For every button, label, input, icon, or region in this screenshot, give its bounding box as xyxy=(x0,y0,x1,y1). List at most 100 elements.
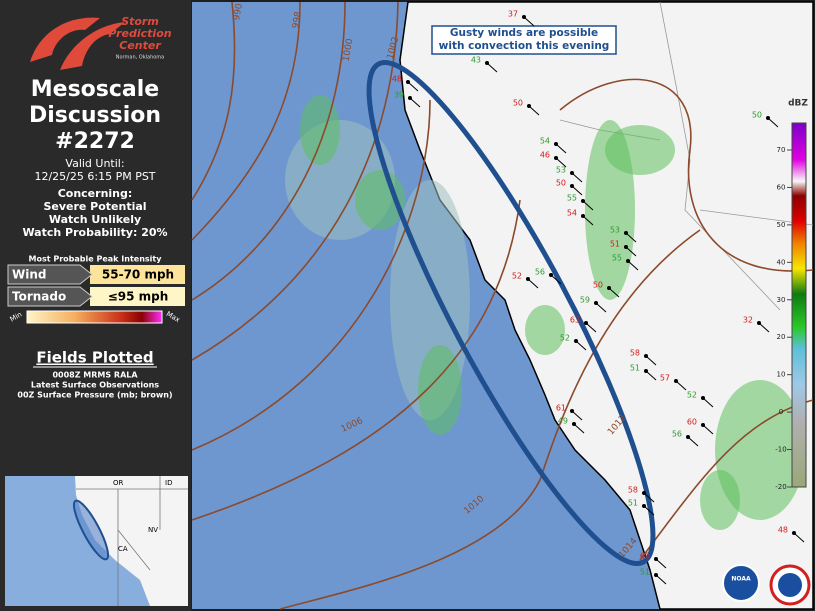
station xyxy=(792,531,796,535)
station-value: 50 xyxy=(752,111,762,120)
wind-barb xyxy=(767,117,779,128)
station-value: 63 xyxy=(570,316,580,325)
logo-mark xyxy=(30,17,125,70)
wind-tag xyxy=(7,264,93,285)
station xyxy=(626,259,630,263)
fields-heading: Fields Plotted xyxy=(36,349,153,367)
wind-barb xyxy=(582,200,594,211)
wind-barb xyxy=(675,380,687,391)
wind-barb xyxy=(643,505,655,516)
station-value: 58 xyxy=(628,486,638,495)
wind-barb xyxy=(409,97,421,108)
station xyxy=(408,96,412,100)
station xyxy=(581,199,585,203)
station-value: 56 xyxy=(535,268,545,277)
wind-barb xyxy=(486,62,498,73)
station-value: 53 xyxy=(556,166,566,175)
wind-barb xyxy=(573,423,585,434)
station-value: 60 xyxy=(640,552,650,561)
logo-location: Norman, Oklahoma xyxy=(116,55,165,61)
station xyxy=(554,156,558,160)
colorbar-label: 30 xyxy=(777,296,786,304)
station xyxy=(572,422,576,426)
noaa-logo: NOAA xyxy=(731,576,751,583)
station-value: 46 xyxy=(540,151,550,160)
colorbar-label: -20 xyxy=(775,483,786,491)
inset-label: OR xyxy=(113,479,124,487)
station xyxy=(642,491,646,495)
station-value: 59 xyxy=(580,296,590,305)
annotation: Gusty winds are possible xyxy=(450,27,598,39)
station-value: 50 xyxy=(513,99,523,108)
wind-barb xyxy=(595,302,607,313)
station-value: 51 xyxy=(640,568,650,577)
station xyxy=(686,435,690,439)
station-value: 39 xyxy=(394,91,404,100)
wind-barb xyxy=(793,532,805,543)
station xyxy=(570,184,574,188)
logo-text: Prediction xyxy=(108,27,171,40)
valid-time: 12/25/25 6:15 PM PST xyxy=(34,170,155,183)
station xyxy=(570,409,574,413)
tornado-tag xyxy=(7,286,93,307)
wind-barb xyxy=(550,274,562,285)
station-value: 56 xyxy=(672,430,682,439)
wind-barb xyxy=(555,143,567,154)
station-value: 48 xyxy=(778,526,788,535)
wind-label: Wind xyxy=(12,268,46,282)
station xyxy=(654,573,658,577)
wind-barb xyxy=(555,157,567,168)
wind-barb xyxy=(655,558,667,569)
wind-barb xyxy=(643,492,655,503)
wind-barb xyxy=(702,424,714,435)
station xyxy=(644,354,648,358)
station-value: 54 xyxy=(567,209,577,218)
wind-barb xyxy=(527,278,539,289)
annotation: with convection this evening xyxy=(439,40,610,52)
station xyxy=(624,231,628,235)
colorbar xyxy=(791,122,807,488)
station-value: 52 xyxy=(512,272,522,281)
station-value: 60 xyxy=(687,418,697,427)
station xyxy=(527,104,531,108)
station-value: 53 xyxy=(610,226,620,235)
wind-barb xyxy=(528,105,540,116)
station xyxy=(757,321,761,325)
inset-map: OR ID NV CA xyxy=(5,476,188,606)
station-value: 43 xyxy=(471,56,481,65)
station-value: 51 xyxy=(630,364,640,373)
wind-barb xyxy=(571,185,583,196)
station-value: 57 xyxy=(660,374,670,383)
wind-barb xyxy=(571,172,583,183)
wind-barb xyxy=(687,436,699,447)
station xyxy=(624,245,628,249)
station xyxy=(485,61,489,65)
station xyxy=(581,214,585,218)
wind-value: 55-70 mph xyxy=(102,268,174,282)
intensity-scale xyxy=(26,310,163,324)
station xyxy=(674,379,678,383)
concerning: Concerning: xyxy=(58,187,133,200)
station xyxy=(406,80,410,84)
station-value: 58 xyxy=(630,349,640,358)
colorbar-label: 70 xyxy=(777,146,786,154)
title: Discussion xyxy=(29,103,161,128)
station-value: 51 xyxy=(610,240,620,249)
isobar-label: 998 xyxy=(291,10,304,29)
wind-barb xyxy=(645,370,657,381)
inset-label: CA xyxy=(118,545,128,553)
station xyxy=(549,273,553,277)
station xyxy=(570,171,574,175)
station-value: 61 xyxy=(556,404,566,413)
station xyxy=(554,142,558,146)
wind-barb xyxy=(702,397,714,408)
station xyxy=(642,504,646,508)
wind-barb xyxy=(625,232,637,243)
valid-label: Valid Until: xyxy=(65,157,124,170)
station-value: 32 xyxy=(743,316,753,325)
field-item: 0008Z MRMS RALA xyxy=(52,371,138,380)
station-value: 37 xyxy=(508,10,518,19)
tornado-label: Tornado xyxy=(12,290,66,304)
wind-barb xyxy=(407,81,419,92)
